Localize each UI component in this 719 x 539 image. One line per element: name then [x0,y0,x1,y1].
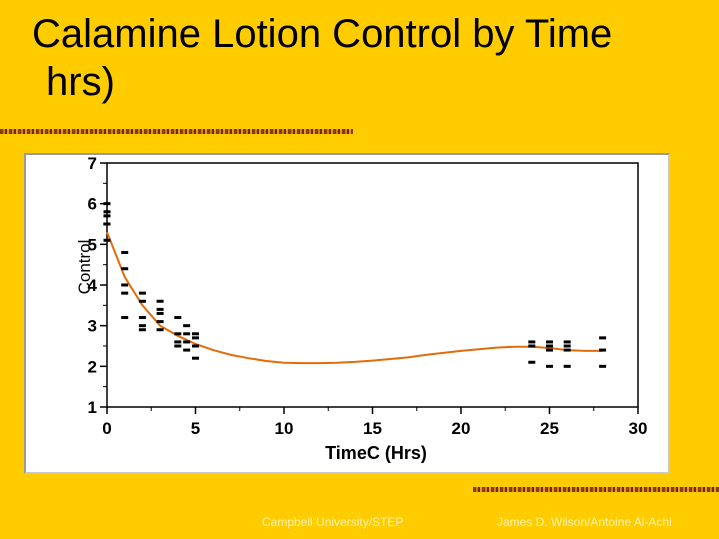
data-point [546,344,553,348]
data-point [103,202,111,206]
data-point [599,336,607,340]
slide-title: Calamine Lotion Control by Time hrs) [32,10,712,106]
data-point [546,364,553,368]
data-point [138,324,146,328]
data-point [563,348,571,352]
data-point [192,356,199,360]
decorative-rule-top [0,129,353,134]
data-point [156,328,164,332]
x-axis-label: TimeC (Hrs) [325,443,427,463]
data-point [103,238,111,242]
data-points [103,202,607,368]
data-point [138,328,146,332]
y-axis-label: Control [75,240,94,295]
data-point [156,311,164,315]
y-tick-label: 4 [88,276,98,295]
x-tick-label: 15 [363,419,382,438]
data-point [174,340,182,344]
data-point [563,344,571,348]
scatter-chart: 0 5 10 15 20 25 30 1 2 3 4 5 6 7 TimeC (Hrs) Control [75,155,648,463]
x-tick-label: 20 [452,419,471,438]
data-point [546,348,553,352]
chart-axes: 0 5 10 15 20 25 30 1 2 3 4 5 6 7 [88,155,648,438]
y-tick-label: 1 [88,398,97,417]
data-point [599,364,607,368]
data-point [156,320,164,324]
data-point [599,348,607,352]
x-tick-label: 10 [275,419,294,438]
data-point [183,348,191,352]
data-point [183,324,191,328]
decorative-rule-bottom [473,487,719,492]
footer-institution: Campbell University/STEP [262,515,404,529]
y-tick-label: 6 [88,195,97,214]
data-point [192,332,199,336]
data-point [103,222,111,226]
data-point [174,344,182,348]
data-point [546,340,553,344]
slide-title-line1: Calamine Lotion Control by Time [32,12,613,56]
data-point [528,344,536,348]
data-point [183,340,191,344]
data-point [138,316,146,320]
data-point [138,299,146,303]
slide-title-line2: hrs) [46,60,115,104]
data-point [103,210,111,214]
data-point [192,336,199,340]
y-tick-label: 3 [88,317,97,336]
x-tick-label: 25 [540,419,559,438]
data-point [121,316,129,320]
data-point [138,291,146,295]
data-point [183,332,191,336]
y-tick-label: 2 [88,357,97,376]
data-point [156,299,164,303]
data-point [528,340,536,344]
data-point [121,291,129,295]
data-point [563,340,571,344]
x-tick-label: 5 [191,419,200,438]
x-tick-label: 0 [102,419,111,438]
data-point [121,250,129,254]
data-point [563,364,571,368]
data-point [174,316,182,320]
data-point [528,360,536,364]
chart-frame: 0 5 10 15 20 25 30 1 2 3 4 5 6 7 TimeC (Hrs) Control [24,153,670,474]
data-point [121,267,129,271]
x-tick-label: 30 [629,419,648,438]
plot-area [106,162,639,408]
y-tick-label: 5 [88,235,97,254]
data-point [174,332,182,336]
data-point [156,307,164,311]
data-point [103,214,111,218]
data-point [121,283,129,287]
y-tick-label: 7 [88,155,97,173]
footer-authors: James D. Wilson/Antoine Al-Achi [497,515,672,529]
data-point [192,344,199,348]
